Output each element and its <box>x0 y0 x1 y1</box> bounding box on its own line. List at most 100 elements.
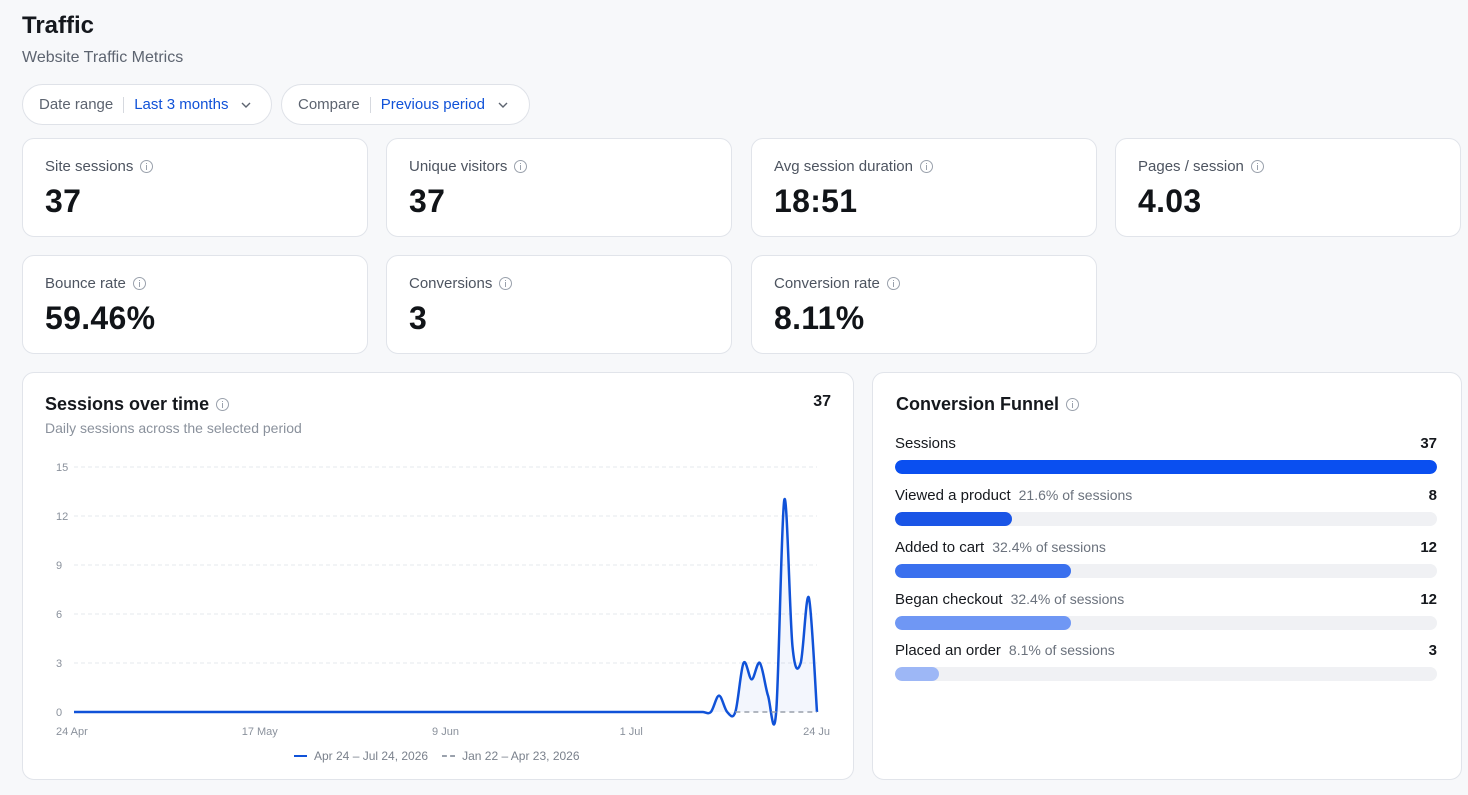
funnel-step-count: 8 <box>1428 487 1437 504</box>
funnel-bar-track <box>895 564 1437 578</box>
funnel-step-name: Placed an order <box>895 642 1001 659</box>
chevron-down-icon <box>498 102 508 108</box>
page-subtitle: Website Traffic Metrics <box>22 49 184 66</box>
date-range-filter[interactable]: Date range Last 3 months <box>22 84 272 125</box>
x-tick-label: 17 May <box>242 726 279 738</box>
compare-value: Previous period <box>380 96 485 113</box>
funnel-step-pct: 8.1% of sessions <box>1008 642 1115 658</box>
info-icon[interactable] <box>514 160 528 173</box>
chart-title: Sessions over time <box>45 394 230 415</box>
stat-label: Conversions <box>409 275 493 292</box>
info-icon[interactable] <box>886 277 900 290</box>
funnel-step-name: Viewed a product <box>895 487 1011 504</box>
stat-label: Conversion rate <box>774 275 880 292</box>
stat-card-avg-session-duration: Avg session duration 18:51 <box>751 138 1097 237</box>
stat-card-bounce-rate: Bounce rate 59.46% <box>22 255 368 354</box>
legend-swatch <box>294 755 307 757</box>
stat-card-site-sessions: Site sessions 37 <box>22 138 368 237</box>
y-tick-label: 9 <box>56 560 62 572</box>
sessions-chart-panel: Sessions over time Daily sessions across… <box>22 372 854 780</box>
funnel-step-count: 37 <box>1420 435 1437 452</box>
compare-filter[interactable]: Compare Previous period <box>281 84 530 125</box>
stat-label: Site sessions <box>45 158 134 175</box>
x-tick-label: 9 Jun <box>432 726 459 738</box>
stat-card-pages-per-session: Pages / session 4.03 <box>1115 138 1461 237</box>
funnel-step-count: 12 <box>1420 539 1437 556</box>
stat-label: Unique visitors <box>409 158 508 175</box>
info-icon[interactable] <box>1066 398 1080 411</box>
funnel-bar-track <box>895 512 1437 526</box>
funnel-step-count: 3 <box>1428 642 1437 659</box>
x-tick-label: 24 Apr <box>56 726 88 738</box>
stat-value: 37 <box>409 183 446 219</box>
legend-label: Jan 22 – Apr 23, 2026 <box>462 749 580 763</box>
funnel-step-viewed-product[interactable]: Viewed a product 21.6% of sessions 8 <box>895 487 1437 526</box>
conversion-funnel-panel: Conversion Funnel Sessions 37 Viewed a p… <box>872 372 1462 780</box>
funnel-step-pct: 21.6% of sessions <box>1018 487 1133 503</box>
stat-card-conversion-rate: Conversion rate 8.11% <box>751 255 1097 354</box>
stat-label: Pages / session <box>1138 158 1244 175</box>
sessions-line-chart[interactable]: 0 3 6 9 12 15 24 Apr 17 May 9 Jun 1 Jul 24 Ju <box>23 373 855 773</box>
compare-label: Compare <box>298 96 360 113</box>
legend-label: Apr 24 – Jul 24, 2026 <box>314 749 429 763</box>
funnel-step-name: Began checkout <box>895 591 1003 608</box>
date-range-value: Last 3 months <box>134 96 229 113</box>
y-tick-label: 12 <box>56 511 68 523</box>
funnel-bar-fill <box>895 512 1013 526</box>
funnel-bar-track <box>895 460 1437 474</box>
stat-value: 18:51 <box>774 183 858 219</box>
funnel-bar-fill <box>895 616 1071 630</box>
info-icon[interactable] <box>140 160 154 173</box>
info-icon[interactable] <box>499 277 513 290</box>
funnel-bar-fill <box>895 460 1437 474</box>
stat-value: 3 <box>409 300 428 336</box>
stat-label: Bounce rate <box>45 275 126 292</box>
funnel-bar-track <box>895 616 1437 630</box>
chart-total: 37 <box>813 393 831 410</box>
series-line-current <box>74 498 819 726</box>
funnel-step-added-to-cart[interactable]: Added to cart 32.4% of sessions 12 <box>895 539 1437 578</box>
funnel-step-pct: 32.4% of sessions <box>992 539 1106 555</box>
funnel-step-count: 12 <box>1420 591 1437 608</box>
stat-value: 8.11% <box>774 300 865 336</box>
filter-divider <box>123 96 125 113</box>
legend-item-previous[interactable]: Jan 22 – Apr 23, 2026 <box>442 749 580 763</box>
filter-divider <box>369 96 371 113</box>
funnel-bar-fill <box>895 667 939 681</box>
funnel-step-placed-order[interactable]: Placed an order 8.1% of sessions 3 <box>895 642 1437 681</box>
funnel-step-name: Sessions <box>895 435 956 452</box>
funnel-bar-fill <box>895 564 1071 578</box>
funnel-title: Conversion Funnel <box>896 394 1080 415</box>
info-icon[interactable] <box>919 160 933 173</box>
info-icon[interactable] <box>216 398 230 411</box>
chevron-down-icon <box>241 102 251 108</box>
chart-legend: Apr 24 – Jul 24, 2026 Jan 22 – Apr 23, 2… <box>294 749 594 763</box>
y-tick-label: 15 <box>56 462 68 474</box>
funnel-step-sessions[interactable]: Sessions 37 <box>895 435 1437 474</box>
date-range-label: Date range <box>39 96 114 113</box>
stat-card-unique-visitors: Unique visitors 37 <box>386 138 732 237</box>
legend-item-current[interactable]: Apr 24 – Jul 24, 2026 <box>294 749 428 763</box>
stat-card-conversions: Conversions 3 <box>386 255 732 354</box>
y-tick-label: 6 <box>56 609 62 621</box>
stat-value: 59.46% <box>45 300 156 336</box>
stat-value: 37 <box>45 183 82 219</box>
y-tick-label: 3 <box>56 658 62 670</box>
x-tick-label: 1 Jul <box>620 726 643 738</box>
info-icon[interactable] <box>1250 160 1264 173</box>
x-tick-label: 24 Ju <box>803 726 830 738</box>
funnel-step-began-checkout[interactable]: Began checkout 32.4% of sessions 12 <box>895 591 1437 630</box>
stat-label: Avg session duration <box>774 158 913 175</box>
funnel-bar-track <box>895 667 1437 681</box>
info-icon[interactable] <box>132 277 146 290</box>
funnel-step-name: Added to cart <box>895 539 985 556</box>
chart-title-text: Sessions over time <box>45 394 210 414</box>
y-tick-label: 0 <box>56 707 62 719</box>
funnel-title-text: Conversion Funnel <box>896 394 1060 414</box>
series-area-current <box>74 499 817 725</box>
page-title: Traffic <box>22 12 95 39</box>
chart-subtitle: Daily sessions across the selected perio… <box>45 420 302 436</box>
legend-swatch <box>442 755 456 757</box>
stat-value: 4.03 <box>1138 183 1202 219</box>
funnel-step-pct: 32.4% of sessions <box>1010 591 1125 607</box>
